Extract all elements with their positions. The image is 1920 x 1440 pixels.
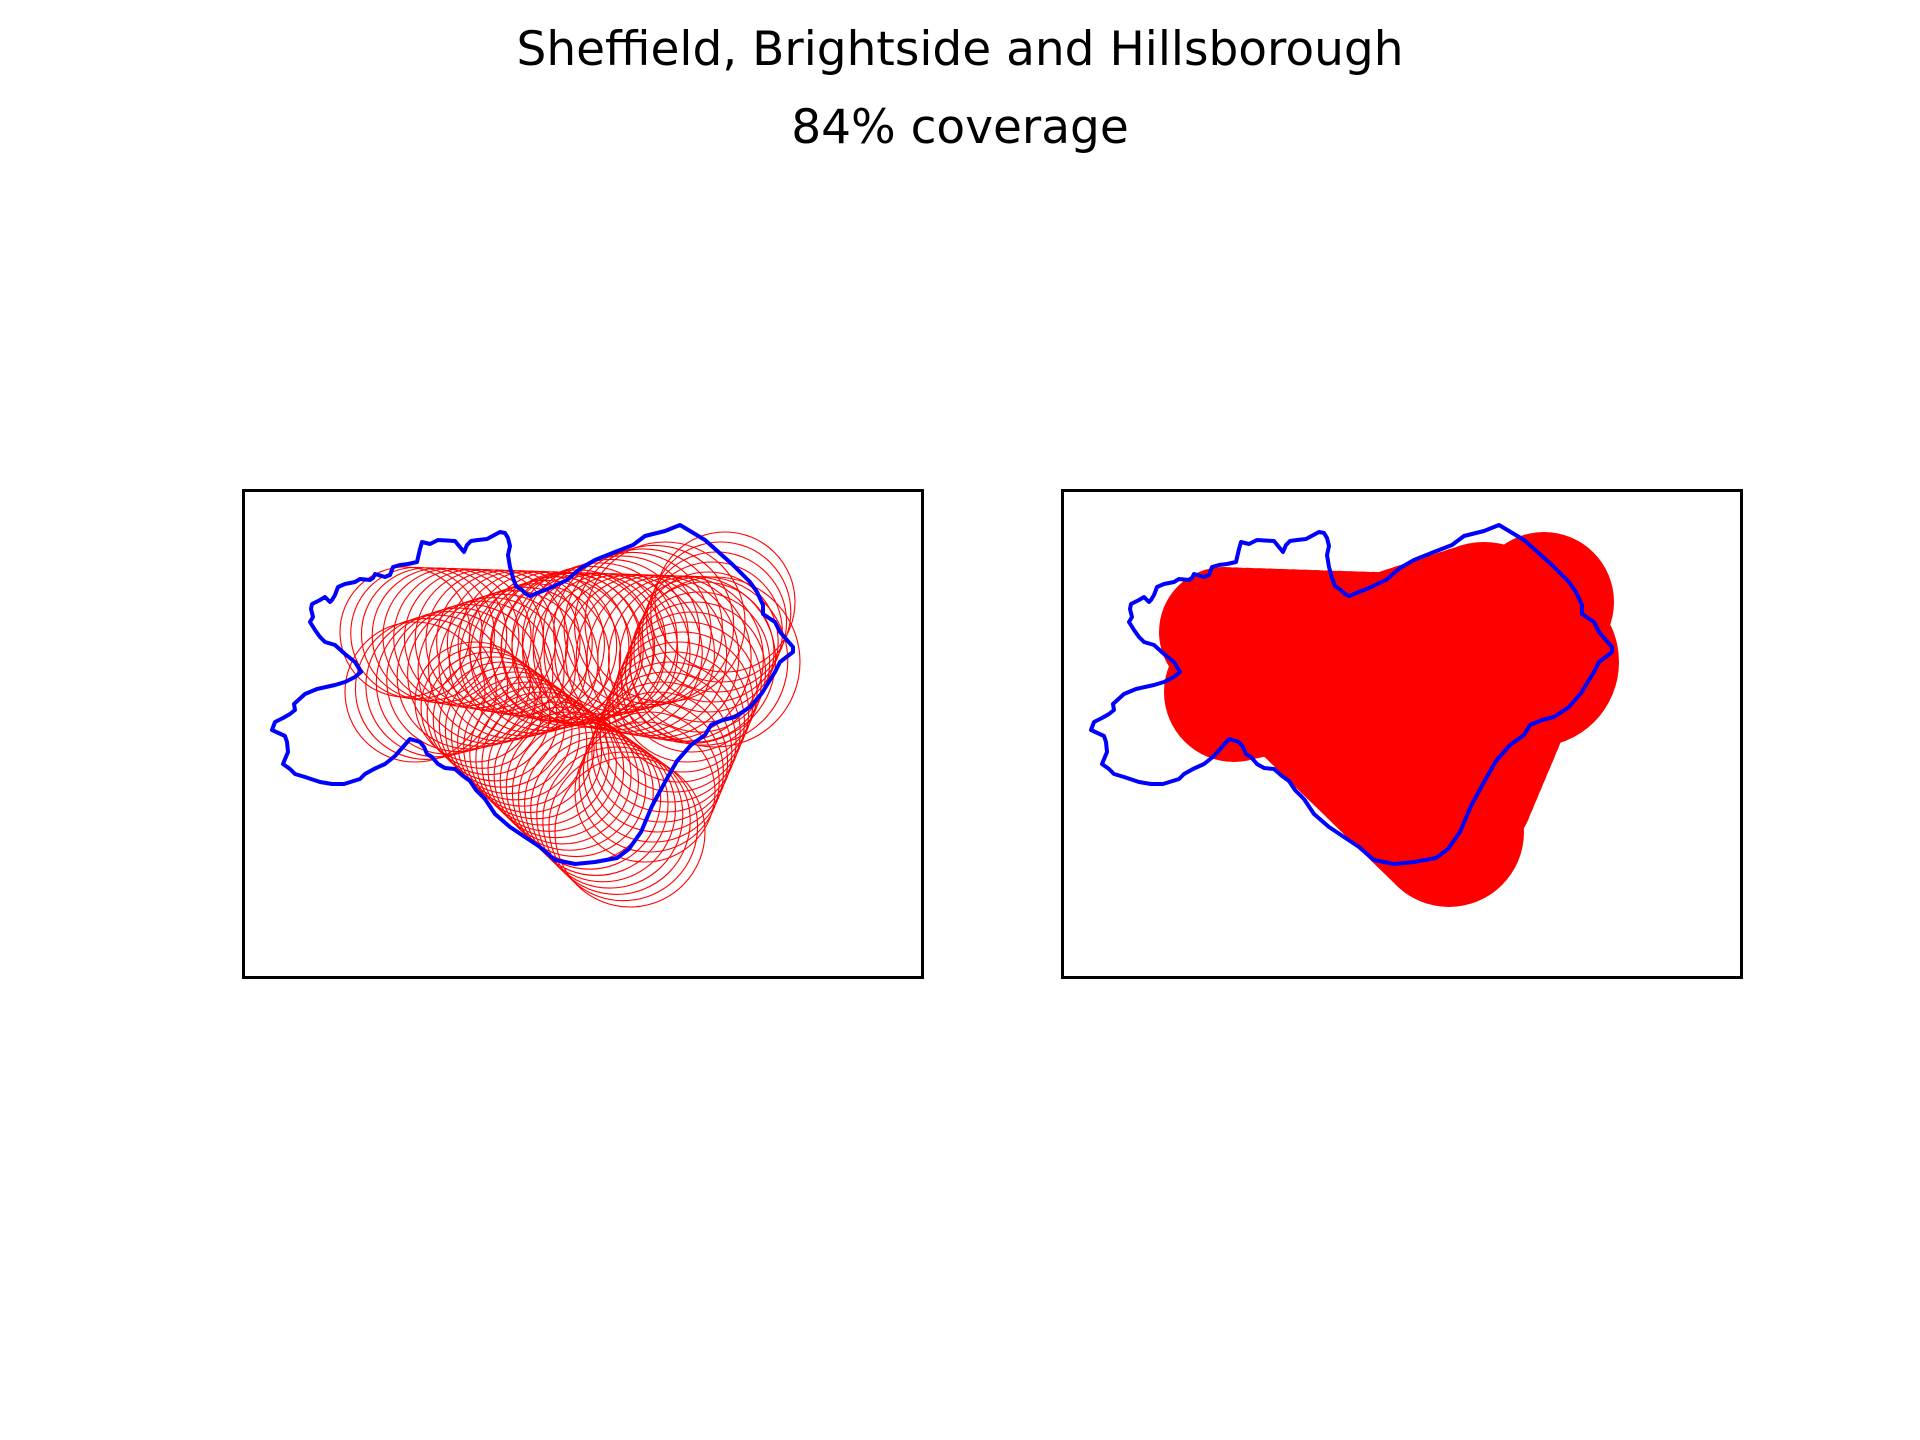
coverage-circle — [432, 656, 558, 782]
coverage-circle — [532, 558, 690, 716]
coverage-circle — [591, 681, 733, 823]
coverage-circle — [505, 716, 647, 858]
coverage-circle — [587, 691, 729, 833]
coverage-circle — [463, 681, 595, 813]
coverage-circle — [450, 671, 580, 801]
map-union-svg — [1089, 523, 1619, 907]
coverage-circle — [582, 701, 724, 843]
constituency-boundary — [1089, 523, 1614, 866]
coverage-circle — [475, 691, 610, 826]
constituency-boundary — [270, 523, 795, 866]
map-circles-svg — [270, 523, 801, 908]
coverage-circles-layer — [339, 531, 801, 908]
map-panel-union — [1061, 489, 1743, 979]
coverage-circle — [469, 686, 603, 820]
coverage-subtitle: 84% coverage — [791, 100, 1129, 155]
coverage-circle — [444, 666, 573, 795]
coverage-circle — [414, 641, 536, 763]
coverage-union-layer — [1159, 532, 1619, 907]
coverage-circle — [542, 746, 691, 895]
coverage-circle — [574, 721, 716, 863]
coverage-circle — [553, 551, 712, 711]
coverage-circle — [536, 741, 684, 889]
coverage-circle — [563, 548, 723, 708]
coverage-circle — [517, 726, 662, 870]
coverage-circle — [578, 711, 720, 853]
coverage-circle — [530, 736, 676, 883]
coverage-circle — [493, 706, 632, 845]
coverage-circle — [457, 676, 588, 807]
coverage-circle — [554, 756, 706, 908]
figure-title: Sheffield, Brightside and Hillsborough — [516, 22, 1404, 77]
coverage-circle — [499, 711, 640, 851]
map-panel-circles — [242, 489, 924, 979]
coverage-circle — [574, 544, 735, 706]
coverage-circle — [344, 621, 486, 763]
